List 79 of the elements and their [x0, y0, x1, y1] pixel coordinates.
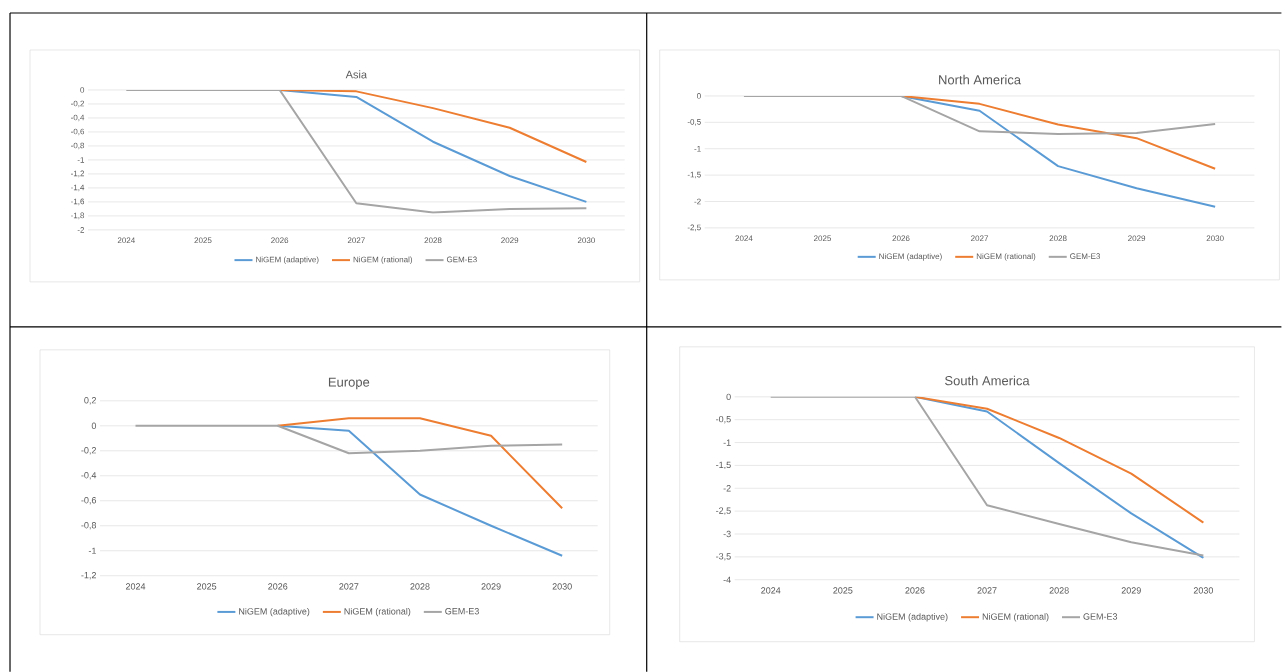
x-tick-label: 2027 — [347, 237, 365, 243]
y-tick-label: -4 — [723, 576, 731, 583]
legend-label: GEM-E3 — [1083, 613, 1118, 620]
y-tick-label: -1,5 — [687, 171, 701, 179]
x-tick-label: 2026 — [892, 235, 910, 241]
legend-label: NiGEM (rational) — [353, 256, 413, 264]
x-tick-label: 2026 — [905, 587, 925, 594]
legend-label: GEM-E3 — [446, 256, 477, 263]
x-tick-label: 2030 — [1206, 235, 1224, 241]
x-tick-label: 2029 — [1121, 587, 1141, 594]
y-tick-label: -1 — [694, 145, 701, 152]
x-tick-label: 2029 — [501, 237, 519, 243]
x-tick-label: 2025 — [197, 583, 217, 590]
x-tick-label: 2030 — [577, 237, 595, 243]
x-tick-label: 2028 — [1049, 587, 1069, 594]
y-tick-label: -2,5 — [687, 224, 701, 232]
y-tick-label: -0,2 — [81, 446, 96, 455]
y-tick-label: -1,6 — [71, 198, 85, 206]
y-tick-label: -2 — [723, 484, 731, 492]
y-tick-label: -2 — [694, 198, 701, 205]
y-tick-label: 0 — [726, 393, 731, 400]
x-tick-label: 2029 — [481, 583, 501, 590]
y-tick-label: -1,4 — [71, 184, 85, 192]
y-tick-label: -3 — [723, 530, 731, 538]
y-tick-label: -0,4 — [81, 471, 97, 480]
y-tick-label: -0,4 — [71, 114, 85, 122]
y-tick-label: -0,8 — [71, 142, 85, 150]
x-tick-label: 2027 — [339, 583, 359, 590]
x-tick-label: 2025 — [194, 237, 212, 243]
y-tick-label: -0,6 — [71, 128, 85, 136]
x-tick-label: 2027 — [971, 235, 989, 241]
x-tick-label: 2025 — [813, 235, 832, 241]
y-tick-label: 0 — [80, 86, 85, 93]
line-series — [278, 89, 588, 163]
x-tick-label: 2024 — [761, 587, 781, 594]
legend-label: NiGEM (adaptive) — [256, 256, 319, 264]
y-tick-label: -1,8 — [71, 212, 85, 220]
y-tick-label: -1,2 — [81, 571, 96, 580]
x-tick-label: 2026 — [268, 583, 288, 590]
legend-label: GEM-E3 — [1070, 253, 1101, 259]
y-tick-label: 0 — [91, 422, 97, 429]
chart-title: South America — [945, 375, 1030, 386]
chart-title: Asia — [345, 70, 368, 79]
y-tick-label: -1 — [88, 547, 96, 554]
x-tick-label: 2028 — [1049, 235, 1067, 241]
legend-label: GEM-E3 — [445, 607, 479, 615]
y-tick-label: 0,2 — [84, 396, 96, 405]
y-tick-label: -3,5 — [716, 553, 731, 561]
y-tick-label: -0,6 — [81, 496, 97, 505]
x-tick-label: 2025 — [833, 587, 853, 594]
legend-label: NiGEM (rational) — [344, 607, 411, 617]
y-tick-label: -2 — [77, 226, 85, 233]
y-tick-label: -1,5 — [716, 461, 731, 469]
x-tick-label: 2028 — [410, 583, 430, 590]
x-tick-label: 2024 — [117, 237, 135, 243]
y-tick-label: -1,2 — [71, 170, 85, 178]
x-tick-label: 2028 — [424, 237, 442, 243]
x-tick-label: 2030 — [552, 583, 572, 590]
legend-label: NiGEM (adaptive) — [877, 613, 948, 622]
x-tick-label: 2029 — [1128, 235, 1146, 241]
x-tick-label: 2024 — [125, 583, 146, 590]
x-tick-label: 2026 — [271, 237, 289, 243]
legend-label: NiGEM (rational) — [982, 613, 1049, 622]
chart-title: Europe — [328, 377, 370, 390]
x-tick-label: 2030 — [1193, 587, 1214, 594]
x-tick-label: 2024 — [735, 235, 753, 241]
y-tick-label: -0,5 — [716, 415, 731, 424]
y-tick-label: -0,2 — [71, 100, 85, 108]
y-tick-label: -2,5 — [716, 507, 731, 515]
y-tick-label: -0,8 — [81, 521, 97, 530]
y-tick-label: -1 — [77, 157, 85, 163]
chart-title: North America — [939, 74, 1022, 85]
y-tick-label: -1 — [723, 439, 731, 446]
y-tick-label: 0 — [697, 92, 701, 99]
legend-label: NiGEM (adaptive) — [879, 253, 942, 261]
x-tick-label: 2027 — [977, 587, 997, 594]
y-tick-label: -0,5 — [687, 118, 701, 126]
legend-label: NiGEM (adaptive) — [239, 607, 310, 617]
legend-label: NiGEM (rational) — [976, 253, 1036, 261]
